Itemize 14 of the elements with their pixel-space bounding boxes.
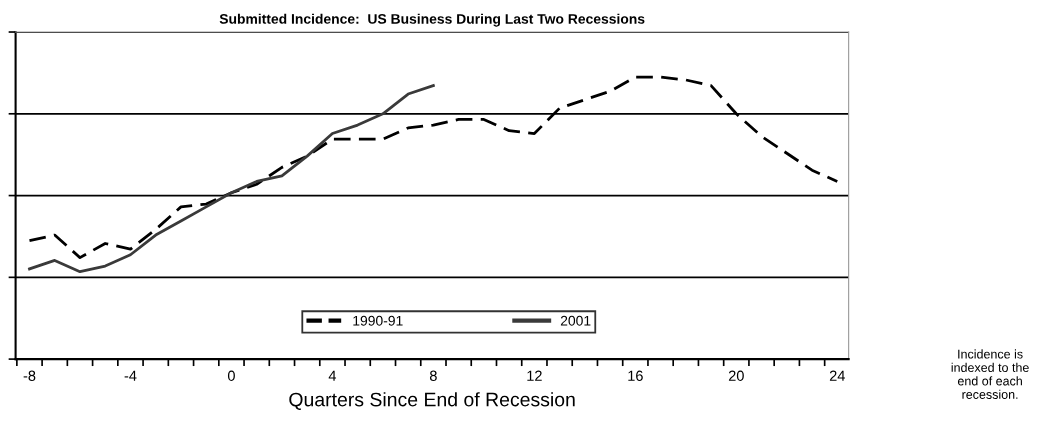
text: Incidence is indexed to the end of each recession. xyxy=(951,349,1029,399)
x-axis-title: Quarters Since End of Recession xyxy=(289,392,575,410)
chart-title: Submitted Incidence: US Business During Last Two Recessions xyxy=(219,13,645,27)
x-tick-label: -8 xyxy=(23,370,36,381)
x-tick-label: 8 xyxy=(429,370,437,381)
x-tick-label: 4 xyxy=(328,370,337,381)
legend-label: 2001 xyxy=(560,315,591,326)
legend-label: 1990-91 xyxy=(353,315,403,326)
x-tick-label: 12 xyxy=(527,370,542,381)
x-tick-label: 20 xyxy=(728,370,744,381)
x-tick-label: 0 xyxy=(227,370,235,381)
x-tick-label: -4 xyxy=(124,370,137,381)
x-tick-label: 24 xyxy=(829,370,845,381)
x-tick-label: 16 xyxy=(628,370,643,381)
